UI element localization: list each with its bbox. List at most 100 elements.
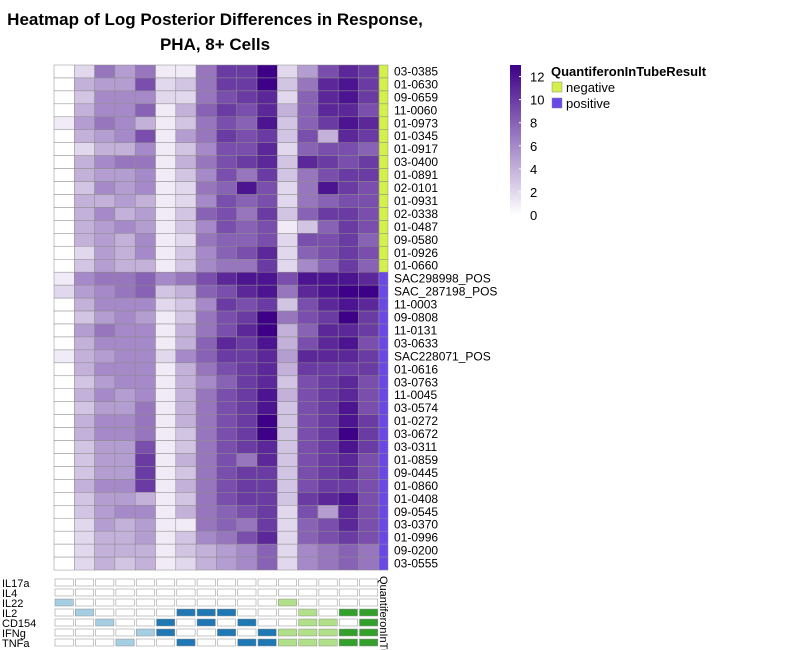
heatmap-cell — [256, 492, 278, 506]
heatmap-cell — [216, 388, 237, 402]
heatmap-cell — [236, 530, 258, 545]
heatmap-cell — [277, 271, 298, 286]
group-bar-cell — [378, 271, 389, 286]
heatmap-cell — [358, 401, 380, 415]
heatmap-cell — [317, 155, 339, 169]
row-label: 01-0660 — [394, 259, 438, 273]
cytokine-cell — [217, 608, 236, 617]
heatmap-cell — [74, 155, 95, 169]
heatmap-cell — [114, 362, 136, 377]
cytokine-cell — [257, 578, 277, 587]
heatmap-cell — [53, 401, 75, 415]
heatmap-cell — [195, 90, 217, 105]
heatmap-cell — [256, 297, 278, 312]
group-legend-label: negative — [566, 80, 615, 95]
heatmap-cell — [317, 336, 339, 351]
heatmap-cell — [216, 492, 237, 506]
heatmap-cell — [74, 530, 95, 545]
heatmap-cell — [256, 77, 278, 92]
heatmap-cell — [337, 271, 359, 286]
heatmap-cell — [277, 207, 298, 221]
heatmap-cell — [317, 284, 339, 299]
heatmap-cell — [317, 168, 339, 182]
heatmap-cell — [256, 168, 278, 182]
cytokine-cell — [176, 598, 196, 607]
heatmap-cell — [236, 505, 258, 519]
heatmap-cell — [195, 310, 217, 325]
heatmap-cell — [256, 505, 278, 519]
heatmap-cell — [337, 259, 359, 273]
heatmap-cell — [155, 414, 177, 428]
heatmap-cell — [317, 194, 339, 208]
heatmap-cell — [155, 440, 177, 454]
heatmap-cell — [277, 246, 298, 260]
heatmap-cell — [114, 530, 136, 545]
heatmap-cell — [236, 375, 258, 389]
cytokine-cell — [318, 628, 338, 637]
heatmap-cell — [94, 90, 116, 105]
heatmap-cell — [337, 284, 359, 299]
heatmap-cell — [155, 142, 177, 156]
cytokine-cell — [75, 608, 94, 617]
heatmap-cell — [195, 518, 217, 532]
heatmap-cell — [337, 181, 359, 195]
heatmap-cell — [277, 440, 298, 454]
heatmap-cell — [175, 259, 197, 273]
heatmap-cell — [297, 90, 319, 105]
heatmap-cell — [195, 530, 217, 545]
heatmap-cell — [358, 323, 380, 338]
cytokine-cell — [237, 628, 257, 637]
heatmap-cell — [317, 349, 339, 364]
heatmap-cell — [337, 362, 359, 377]
heatmap-cell — [195, 194, 217, 208]
cytokine-cell — [217, 598, 236, 607]
heatmap-cell — [195, 64, 217, 79]
row-label: 03-0574 — [394, 401, 438, 415]
cytokine-cell — [95, 578, 115, 587]
heatmap-cell — [256, 233, 278, 247]
group-bar-cell — [378, 427, 389, 441]
heatmap-cell — [337, 414, 359, 428]
heatmap-cell — [155, 233, 177, 247]
cytokine-cell — [75, 638, 94, 647]
heatmap-cell — [134, 349, 156, 364]
row-label: 03-0370 — [394, 518, 438, 532]
heatmap-cell — [358, 505, 380, 519]
heatmap-cell — [74, 284, 95, 299]
heatmap-cell — [175, 492, 197, 506]
heatmap-cell — [216, 375, 237, 389]
heatmap-cell — [175, 297, 197, 312]
cytokine-cell — [176, 628, 196, 637]
heatmap-cell — [134, 556, 156, 571]
heatmap-cell — [155, 181, 177, 195]
heatmap-cell — [216, 453, 237, 467]
heatmap-cell — [175, 466, 197, 480]
heatmap-cell — [134, 181, 156, 195]
heatmap-cell — [175, 194, 197, 208]
heatmap-cell — [74, 129, 95, 143]
heatmap-cell — [358, 466, 380, 480]
row-label: 09-0580 — [394, 233, 438, 247]
heatmap-cell — [195, 155, 217, 169]
heatmap-cell — [358, 116, 380, 131]
heatmap-cell — [53, 388, 75, 402]
heatmap-cell — [236, 77, 258, 92]
heatmap-cell — [114, 427, 136, 441]
heatmap-cell — [236, 414, 258, 428]
cytokine-cell — [237, 598, 257, 607]
heatmap-cell — [155, 336, 177, 351]
heatmap-cell — [53, 466, 75, 480]
heatmap-cell — [216, 556, 237, 571]
heatmap-cell — [134, 155, 156, 169]
heatmap-cell — [337, 388, 359, 402]
heatmap-cell — [94, 453, 116, 467]
heatmap-cell — [94, 375, 116, 389]
heatmap-cell — [297, 336, 319, 351]
group-bar-cell — [378, 297, 389, 312]
heatmap-cell — [155, 530, 177, 545]
heatmap-cell — [94, 142, 116, 156]
heatmap-cell — [74, 181, 95, 195]
heatmap-cell — [358, 207, 380, 221]
heatmap-cell — [297, 297, 319, 312]
heatmap-cell — [114, 116, 136, 131]
